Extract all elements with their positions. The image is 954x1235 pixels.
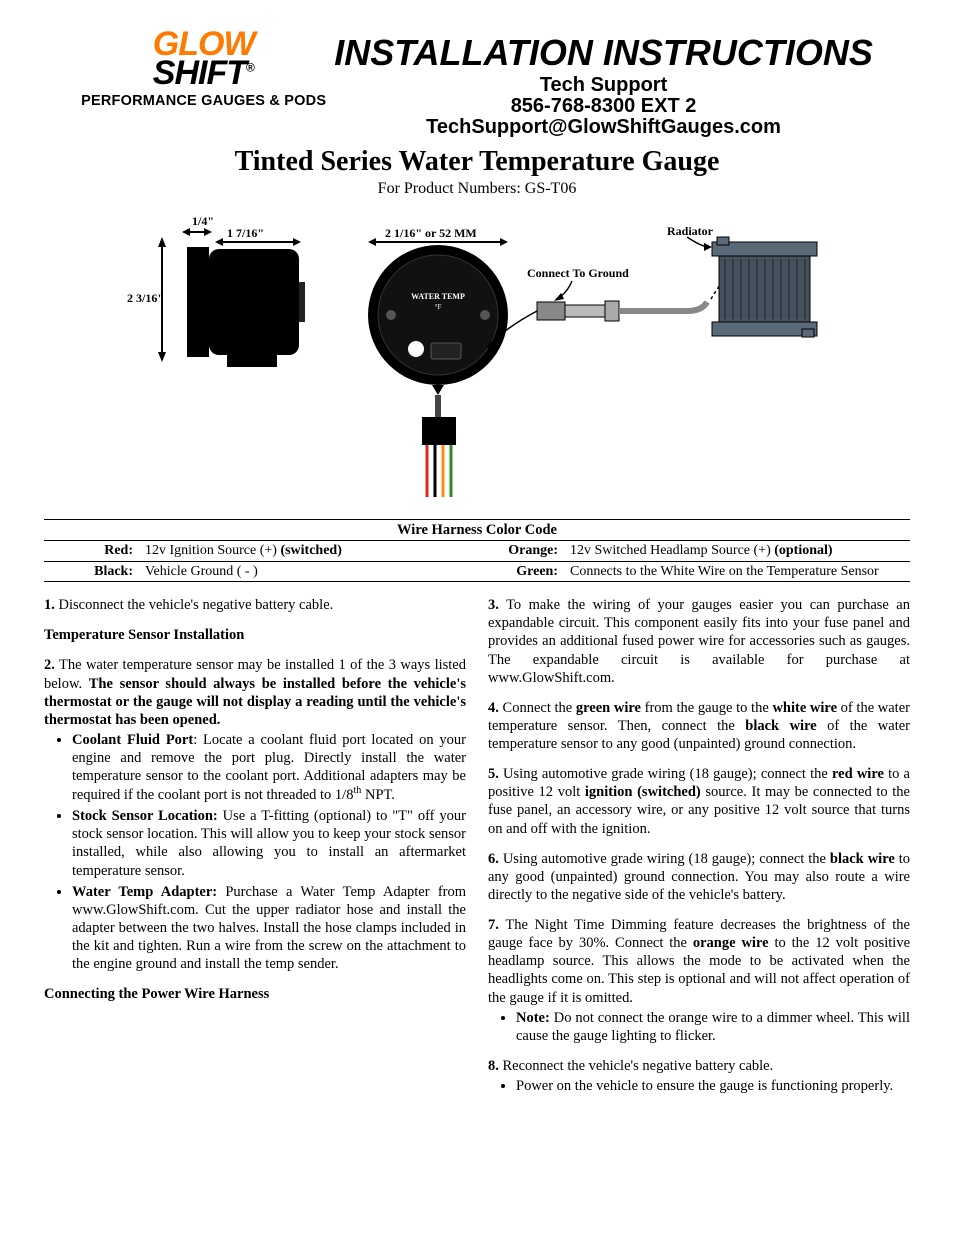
table-row: Red: 12v Ignition Source (+) (switched) …: [44, 541, 910, 562]
tech-email: TechSupport@GlowShiftGauges.com: [334, 117, 873, 138]
svg-text:2 1/16" or 52 MM: 2 1/16" or 52 MM: [385, 226, 477, 240]
svg-text:2 3/16": 2 3/16": [127, 291, 164, 305]
list-item: Power on the vehicle to ensure the gauge…: [516, 1077, 910, 1095]
svg-text:Radiator: Radiator: [667, 224, 714, 238]
logo-reg: ®: [246, 61, 254, 75]
svg-text:°F: °F: [435, 303, 442, 311]
brand-logo: GLOW SHIFT®: [153, 30, 255, 88]
wiring-diagram: 2 3/16" 1/4" 1 7/16" 2 1/16" or 52 MM WA…: [127, 207, 827, 507]
instructions-body: 1. Disconnect the vehicle's negative bat…: [44, 596, 910, 1095]
logo-line2: SHIFT: [153, 54, 246, 92]
wire-color-code-table: Wire Harness Color Code Red: 12v Ignitio…: [44, 519, 910, 582]
tech-support-label: Tech Support: [334, 75, 873, 96]
list-item: Stock Sensor Location: Use a T-fitting (…: [72, 807, 466, 880]
power-harness-heading: Connecting the Power Wire Harness: [44, 985, 466, 1003]
product-subtitle: For Product Numbers: GS-T06: [44, 179, 910, 199]
list-item: Note: Do not connect the orange wire to …: [516, 1009, 910, 1045]
svg-text:1 7/16": 1 7/16": [227, 226, 264, 240]
install-title: INSTALLATION INSTRUCTIONS: [334, 30, 873, 75]
tech-phone: 856-768-8300 EXT 2: [334, 96, 873, 117]
list-item: Coolant Fluid Port: Locate a coolant flu…: [72, 731, 466, 804]
document-header: GLOW SHIFT® PERFORMANCE GAUGES & PODS IN…: [44, 30, 910, 199]
step-8: Reconnect the vehicle's negative battery…: [503, 1058, 774, 1074]
svg-text:WATER TEMP: WATER TEMP: [411, 292, 465, 301]
svg-text:1/4": 1/4": [192, 214, 214, 228]
table-row: Black: Vehicle Ground ( - ) Green: Conne…: [44, 561, 910, 582]
step-3: To make the wiring of your gauges easier…: [488, 597, 910, 686]
list-item: Water Temp Adapter: Purchase a Water Tem…: [72, 883, 466, 974]
product-title: Tinted Series Water Temperature Gauge: [44, 144, 910, 179]
performance-tagline: PERFORMANCE GAUGES & PODS: [81, 92, 326, 110]
color-code-header: Wire Harness Color Code: [44, 520, 910, 541]
step-1: Disconnect the vehicle's negative batter…: [59, 597, 334, 613]
temp-install-heading: Temperature Sensor Installation: [44, 626, 466, 644]
tech-support-block: Tech Support 856-768-8300 EXT 2 TechSupp…: [334, 75, 873, 138]
svg-text:Connect To Ground: Connect To Ground: [527, 266, 629, 280]
